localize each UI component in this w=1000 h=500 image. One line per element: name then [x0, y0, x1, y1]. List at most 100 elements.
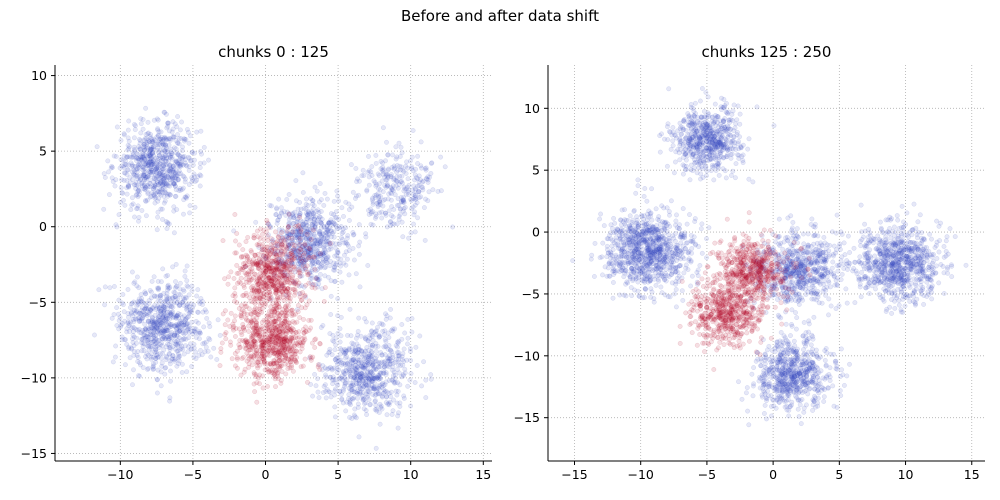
scatter-point: [111, 312, 117, 317]
scatter-point: [160, 155, 166, 161]
scatter-point: [178, 164, 183, 170]
scatter-point: [163, 142, 169, 148]
scatter-point: [709, 140, 715, 146]
scatter-point: [219, 340, 225, 346]
scatter-point: [129, 162, 135, 168]
scatter-point: [286, 211, 292, 217]
scatter-point: [328, 219, 334, 225]
scatter-point: [173, 173, 179, 179]
scatter-point: [176, 157, 182, 163]
scatter-point: [139, 155, 145, 161]
scatter-point: [184, 126, 190, 132]
scatter-point: [254, 380, 260, 386]
scatter-point: [180, 173, 186, 179]
scatter-point: [160, 175, 166, 181]
scatter-point: [140, 151, 146, 157]
scatter-point: [294, 277, 300, 283]
scatter-point: [250, 353, 256, 359]
scatter-point: [136, 156, 142, 162]
scatter-point: [164, 191, 170, 197]
scatter-point: [170, 163, 176, 169]
scatter-point: [291, 343, 297, 349]
scatter-point: [414, 200, 420, 206]
scatter-point: [302, 305, 308, 311]
scatter-point: [173, 146, 179, 152]
scatter-point: [244, 253, 250, 259]
scatter-point: [703, 89, 709, 95]
scatter-point: [357, 374, 363, 380]
scatter-point: [304, 231, 310, 237]
scatter-point: [101, 171, 107, 177]
scatter-point: [407, 349, 413, 354]
scatter-point: [175, 132, 180, 138]
scatter-point: [165, 120, 171, 126]
scatter-point: [171, 204, 177, 210]
scatter-point: [135, 162, 141, 168]
scatter-point: [149, 169, 155, 175]
scatter-point: [288, 308, 294, 314]
scatter-point: [337, 242, 342, 247]
scatter-point: [153, 166, 159, 172]
scatter-point: [141, 137, 147, 143]
scatter-point: [310, 206, 316, 212]
scatter-point: [157, 191, 163, 197]
scatter-point: [349, 389, 355, 395]
scatter-point: [316, 199, 322, 205]
scatter-point: [131, 144, 137, 150]
scatter-point: [162, 187, 168, 193]
scatter-point: [137, 146, 143, 152]
scatter-point: [287, 344, 293, 350]
scatter-point: [129, 163, 135, 169]
scatter-point: [157, 155, 163, 161]
scatter-point: [182, 136, 188, 142]
scatter-point: [273, 360, 279, 366]
scatter-point: [136, 157, 142, 163]
scatter-point: [154, 140, 160, 146]
scatter-point: [701, 108, 707, 114]
scatter-point: [303, 328, 309, 334]
scatter-point: [662, 136, 667, 142]
scatter-point: [677, 126, 683, 132]
scatter-point: [154, 227, 160, 233]
scatter-point: [126, 184, 131, 190]
scatter-point: [322, 285, 328, 291]
scatter-point: [145, 183, 150, 188]
scatter-point: [158, 136, 164, 142]
scatter-point: [238, 267, 244, 273]
scatter-point: [182, 160, 188, 166]
scatter-point: [390, 367, 396, 373]
scatter-point: [140, 183, 145, 189]
scatter-point: [312, 345, 318, 350]
scatter-point: [338, 263, 344, 269]
scatter-point: [182, 179, 188, 185]
scatter-point: [145, 161, 151, 167]
scatter-point: [323, 395, 329, 401]
scatter-point: [158, 129, 164, 135]
y-tick-label: 0: [39, 219, 47, 234]
scatter-point: [421, 205, 427, 211]
scatter-point: [167, 136, 173, 142]
scatter-point: [167, 192, 173, 198]
scatter-point: [365, 360, 371, 366]
scatter-point: [376, 332, 382, 338]
scatter-point: [142, 187, 148, 193]
scatter-point: [336, 216, 342, 222]
scatter-point: [391, 207, 397, 212]
scatter-point: [303, 282, 309, 288]
scatter-point: [234, 300, 240, 306]
scatter-point: [113, 222, 119, 228]
scatter-point: [163, 162, 169, 168]
scatter-point: [259, 343, 265, 348]
scatter-point: [412, 209, 418, 215]
scatter-point: [375, 324, 380, 330]
scatter-point: [125, 311, 131, 316]
scatter-point: [138, 156, 144, 162]
scatter-point: [400, 234, 406, 240]
scatter-point: [300, 190, 306, 195]
scatter-point: [160, 182, 166, 188]
scatter-point: [729, 151, 735, 157]
scatter-point: [172, 170, 178, 176]
scatter-point: [142, 289, 148, 295]
scatter-point: [165, 285, 171, 291]
scatter-point: [146, 130, 151, 136]
